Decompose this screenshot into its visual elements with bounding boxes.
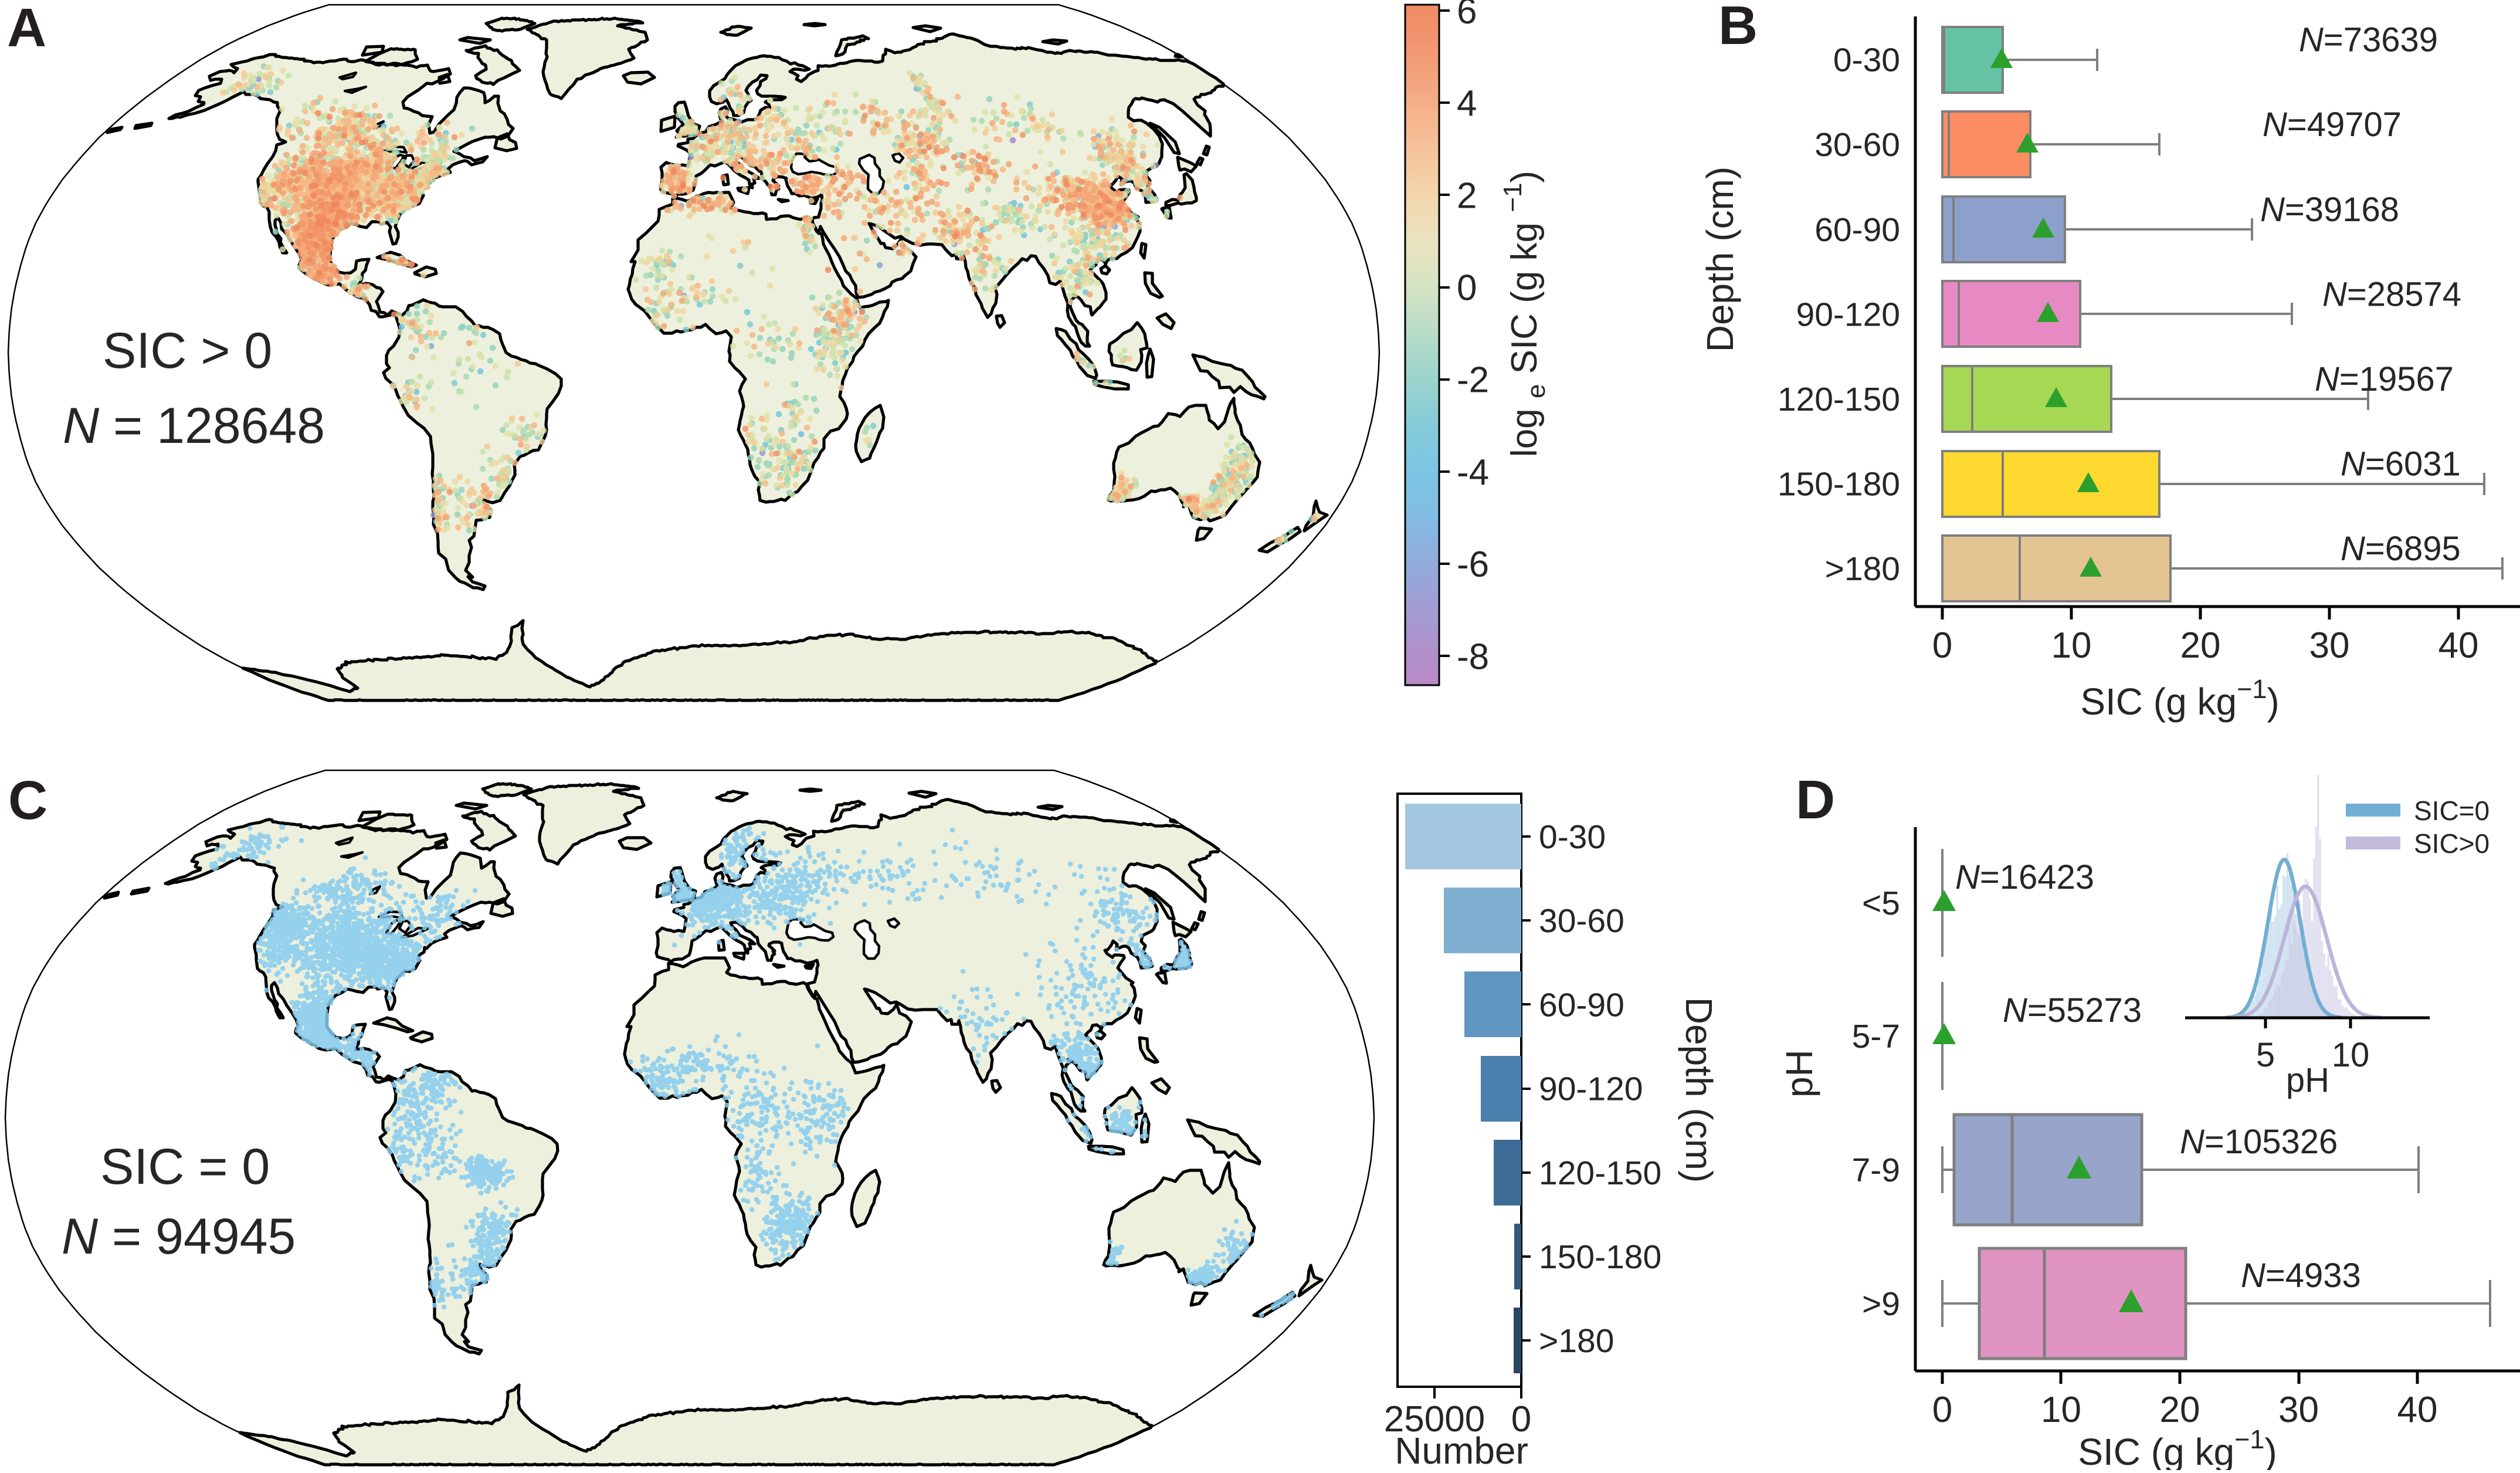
svg-text:4: 4 [1457, 83, 1477, 124]
svg-text:Number: Number [1395, 1430, 1528, 1470]
svg-text:SIC>0: SIC>0 [2414, 828, 2490, 859]
svg-text:>180: >180 [1825, 550, 1900, 588]
svg-text:N=6895: N=6895 [2341, 530, 2461, 568]
svg-text:2: 2 [1457, 175, 1477, 216]
svg-text:30: 30 [2278, 1390, 2319, 1430]
svg-text:N=19567: N=19567 [2315, 360, 2454, 398]
svg-text:N = 94945: N = 94945 [62, 1208, 296, 1265]
svg-text:D: D [1796, 769, 1835, 830]
svg-text:150-180: 150-180 [1778, 466, 1900, 503]
svg-text:6: 6 [1457, 0, 1477, 32]
svg-text:B: B [1718, 0, 1758, 56]
svg-text:N=105326: N=105326 [2180, 1123, 2338, 1161]
svg-text:N=16423: N=16423 [1955, 858, 2094, 896]
svg-text:90-120: 90-120 [1796, 296, 1901, 333]
svg-text:SIC (g kg−1): SIC (g kg−1) [2080, 674, 2279, 723]
svg-text:5-7: 5-7 [1852, 1018, 1900, 1055]
svg-text:120-150: 120-150 [1778, 381, 1900, 418]
svg-text:N=6031: N=6031 [2341, 445, 2461, 483]
svg-text:90-120: 90-120 [1539, 1071, 1643, 1108]
svg-text:30-60: 30-60 [1539, 902, 1624, 940]
svg-text:5: 5 [2256, 1036, 2275, 1074]
svg-text:-6: -6 [1457, 544, 1489, 585]
svg-text:C: C [8, 770, 48, 831]
svg-text:60-90: 60-90 [1539, 986, 1624, 1024]
svg-text:10: 10 [2041, 1390, 2081, 1430]
svg-text:25000: 25000 [1384, 1399, 1485, 1440]
svg-text:<5: <5 [1862, 885, 1900, 922]
svg-text:N=49707: N=49707 [2263, 106, 2402, 144]
svg-text:N=28574: N=28574 [2322, 275, 2461, 313]
svg-text:0-30: 0-30 [1833, 42, 1900, 79]
svg-text:10: 10 [2332, 1036, 2370, 1074]
svg-text:-2: -2 [1457, 360, 1489, 401]
svg-text:120-150: 120-150 [1539, 1154, 1661, 1192]
svg-text:log e SIC (g kg −1): log e SIC (g kg −1) [1498, 171, 1551, 457]
svg-text:SIC = 0: SIC = 0 [100, 1139, 270, 1195]
svg-text:>180: >180 [1539, 1322, 1614, 1360]
svg-text:N=73639: N=73639 [2299, 21, 2438, 59]
svg-text:-8: -8 [1457, 636, 1489, 677]
svg-text:7-9: 7-9 [1852, 1152, 1900, 1189]
svg-text:Depth (cm): Depth (cm) [1699, 167, 1741, 353]
svg-text:-4: -4 [1457, 452, 1489, 493]
svg-text:SIC > 0: SIC > 0 [103, 323, 272, 379]
svg-text:60-90: 60-90 [1814, 211, 1900, 249]
svg-text:>9: >9 [1862, 1285, 1900, 1323]
svg-text:10: 10 [2051, 625, 2092, 666]
svg-text:40: 40 [2438, 625, 2479, 666]
svg-text:A: A [7, 0, 46, 58]
svg-text:N=39168: N=39168 [2260, 191, 2399, 229]
svg-text:40: 40 [2397, 1390, 2438, 1430]
svg-text:0-30: 0-30 [1539, 818, 1606, 856]
svg-text:N = 128648: N = 128648 [63, 398, 325, 454]
svg-text:N=55273: N=55273 [2003, 991, 2142, 1030]
svg-text:pH: pH [2286, 1061, 2329, 1099]
svg-text:30-60: 30-60 [1814, 126, 1900, 164]
svg-text:20: 20 [2160, 1390, 2200, 1430]
svg-text:0: 0 [1932, 1390, 1952, 1430]
svg-text:0: 0 [1932, 625, 1952, 666]
svg-text:0: 0 [1457, 268, 1477, 309]
svg-text:N=4933: N=4933 [2241, 1257, 2361, 1295]
svg-text:Depth (cm): Depth (cm) [1678, 997, 1720, 1183]
svg-text:150-180: 150-180 [1539, 1238, 1661, 1276]
svg-text:30: 30 [2309, 625, 2350, 666]
svg-text:0: 0 [1511, 1399, 1531, 1440]
svg-text:SIC=0: SIC=0 [2414, 795, 2490, 826]
svg-text:pH: pH [1778, 1049, 1820, 1098]
svg-text:20: 20 [2180, 625, 2221, 666]
